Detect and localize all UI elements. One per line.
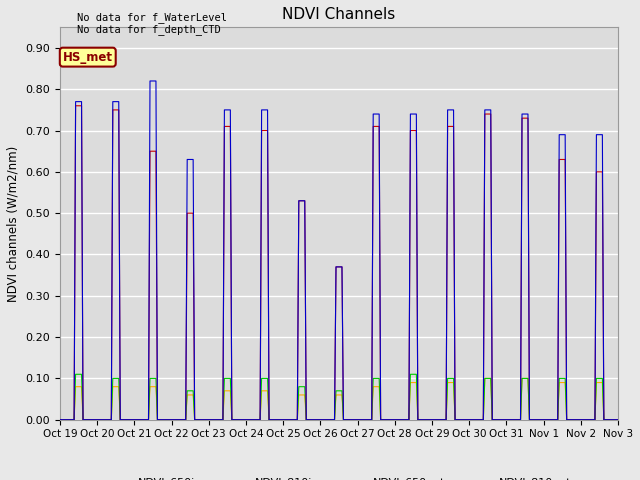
Legend: NDVI_650in, NDVI_810in, NDVI_650out, NDVI_810out: NDVI_650in, NDVI_810in, NDVI_650out, NDV… [102,473,576,480]
Text: No data for f_WaterLevel: No data for f_WaterLevel [77,12,227,23]
Title: NDVI Channels: NDVI Channels [282,7,396,22]
Text: No data for f_depth_CTD: No data for f_depth_CTD [77,24,221,35]
Text: HS_met: HS_met [63,50,113,64]
Y-axis label: NDVI channels (W/m2/nm): NDVI channels (W/m2/nm) [7,145,20,301]
